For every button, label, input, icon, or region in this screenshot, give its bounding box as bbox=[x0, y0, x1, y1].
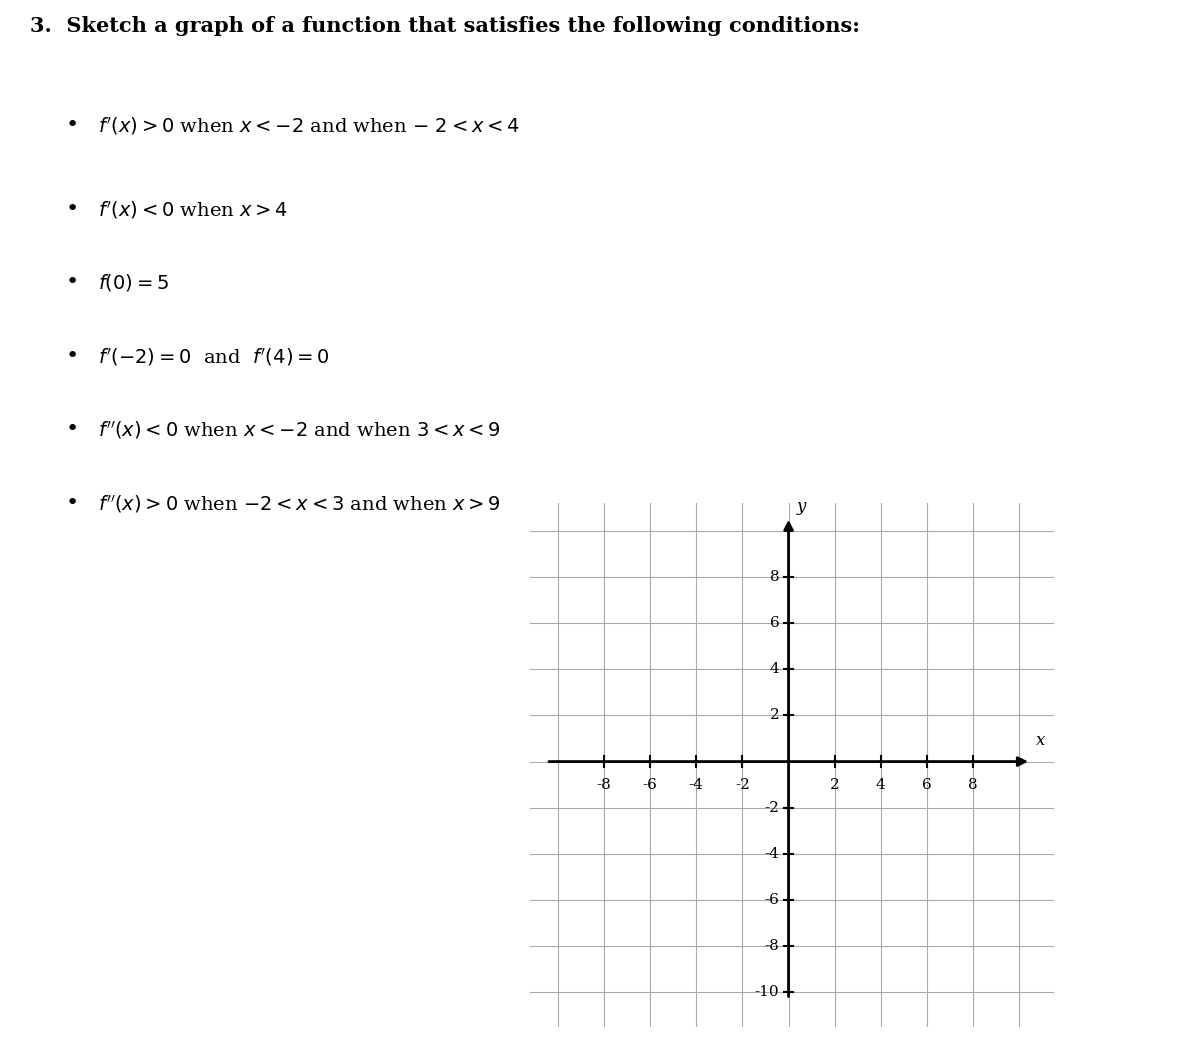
Text: -6: -6 bbox=[764, 893, 779, 908]
Text: -6: -6 bbox=[642, 778, 658, 791]
Text: 8: 8 bbox=[968, 778, 978, 791]
Text: •: • bbox=[66, 346, 79, 366]
Text: -8: -8 bbox=[764, 939, 779, 954]
Text: -4: -4 bbox=[689, 778, 703, 791]
Text: 4: 4 bbox=[769, 662, 779, 676]
Text: 4: 4 bbox=[876, 778, 886, 791]
Text: $f''(x) < 0$ when $x < -2$ and when $3 < x < 9$: $f''(x) < 0$ when $x < -2$ and when $3 <… bbox=[98, 419, 502, 441]
Text: 6: 6 bbox=[769, 616, 779, 630]
Text: •: • bbox=[66, 199, 79, 219]
Text: 3.  Sketch a graph of a function that satisfies the following conditions:: 3. Sketch a graph of a function that sat… bbox=[30, 16, 860, 36]
Text: -2: -2 bbox=[734, 778, 750, 791]
Text: •: • bbox=[66, 493, 79, 512]
Text: •: • bbox=[66, 419, 79, 439]
Text: $f''(x) > 0$ when $-2 < x < 3$ and when $x > 9$: $f''(x) > 0$ when $-2 < x < 3$ and when … bbox=[98, 493, 502, 515]
Text: •: • bbox=[66, 115, 79, 135]
Text: $f'(-2) = 0$  and  $f'(4) = 0$: $f'(-2) = 0$ and $f'(4) = 0$ bbox=[98, 346, 330, 368]
Text: -2: -2 bbox=[764, 801, 779, 814]
Text: y: y bbox=[797, 498, 806, 515]
Text: -4: -4 bbox=[764, 847, 779, 860]
Text: -10: -10 bbox=[755, 985, 779, 1000]
Text: •: • bbox=[66, 272, 79, 292]
Text: x: x bbox=[1036, 733, 1045, 749]
Text: $f'(x) < 0$ when $x > 4$: $f'(x) < 0$ when $x > 4$ bbox=[98, 199, 289, 221]
Text: $f(0) = 5$: $f(0) = 5$ bbox=[98, 272, 169, 293]
Text: $f'(x) > 0$ when $x < -2$ and when $-\ 2 < x < 4$: $f'(x) > 0$ when $x < -2$ and when $-\ 2… bbox=[98, 115, 521, 137]
Text: 8: 8 bbox=[769, 570, 779, 584]
Text: 2: 2 bbox=[830, 778, 840, 791]
Text: -8: -8 bbox=[596, 778, 611, 791]
Text: 6: 6 bbox=[922, 778, 932, 791]
Text: 2: 2 bbox=[769, 708, 779, 722]
